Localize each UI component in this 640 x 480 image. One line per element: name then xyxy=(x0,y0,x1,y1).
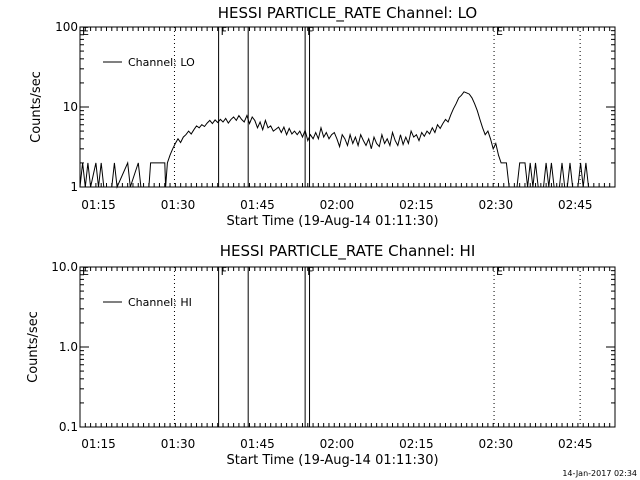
y-axis-label: Counts/sec xyxy=(26,311,41,383)
footer-timestamp: 14-Jan-2017 02:34 xyxy=(562,469,637,478)
x-tick-label: 01:30 xyxy=(161,437,196,451)
x-tick-label: 01:45 xyxy=(240,437,275,451)
event-marker-label: E xyxy=(496,265,503,278)
x-tick-label: 01:30 xyxy=(161,198,196,212)
chart-title: HESSI PARTICLE_RATE Channel: LO xyxy=(218,4,477,23)
event-marker-label: F xyxy=(307,265,313,278)
x-tick-label: 02:00 xyxy=(320,198,355,212)
x-tick-label: 01:15 xyxy=(81,198,116,212)
y-tick-label: 1 xyxy=(70,180,78,194)
plot-frame xyxy=(79,266,616,428)
data-series-line xyxy=(79,91,589,189)
legend-label: Channel: HI xyxy=(128,296,192,309)
x-axis-label: Start Time (19-Aug-14 01:11:30) xyxy=(226,214,438,229)
event-marker-label: E xyxy=(496,25,503,38)
panel-lo: HESSI PARTICLE_RATE Channel: LO Start Ti… xyxy=(29,4,616,229)
legend-label: Channel: LO xyxy=(128,56,195,69)
x-tick-label: 01:45 xyxy=(240,198,275,212)
y-tick-label: 100 xyxy=(55,20,78,34)
y-tick-label: 10.0 xyxy=(51,260,78,274)
y-tick-label: 0.1 xyxy=(59,420,78,434)
x-tick-label: 02:00 xyxy=(320,437,355,451)
x-tick-label: 02:30 xyxy=(479,437,514,451)
event-marker-label: E xyxy=(82,265,89,278)
x-tick-label: 01:15 xyxy=(81,437,116,451)
y-tick-label: 1.0 xyxy=(59,340,78,354)
y-axis-label: Counts/sec xyxy=(29,71,44,143)
x-axis-label: Start Time (19-Aug-14 01:11:30) xyxy=(226,453,438,468)
x-tick-label: 02:15 xyxy=(399,198,434,212)
x-tick-label: 02:15 xyxy=(399,437,434,451)
panel-hi: HESSI PARTICLE_RATE Channel: HI Start Ti… xyxy=(26,242,616,468)
event-marker-label: F xyxy=(221,25,227,38)
y-tick-label: 10 xyxy=(63,100,78,114)
x-tick-label: 02:30 xyxy=(479,198,514,212)
chart-title: HESSI PARTICLE_RATE Channel: HI xyxy=(220,242,476,261)
event-marker-label: F xyxy=(307,25,313,38)
x-tick-label: 02:45 xyxy=(558,437,593,451)
x-tick-label: 02:45 xyxy=(558,198,593,212)
event-marker-label: F xyxy=(221,265,227,278)
event-marker-label: E xyxy=(82,25,89,38)
